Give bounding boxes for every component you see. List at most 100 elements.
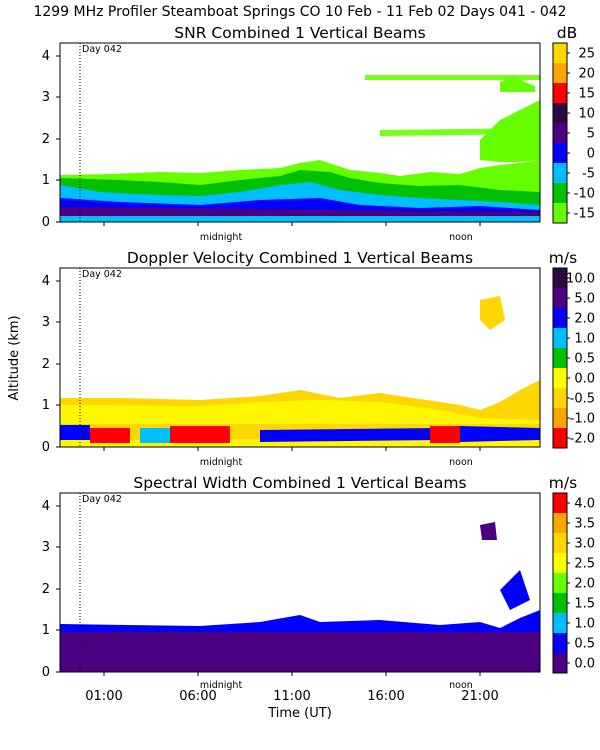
width-ytick-label: 1 (42, 623, 50, 638)
colorbar-tick-label: 0.5 (574, 637, 595, 652)
colorbar-tick-label: 0.0 (574, 657, 595, 672)
snr-axes-frame (59, 42, 541, 223)
xtick-label: 21:00 (461, 689, 498, 704)
colorbar-tick-label: 1.0 (574, 617, 595, 632)
width-day-label: Day 042 (82, 494, 122, 505)
colorbar-swatch (553, 593, 567, 614)
colorbar-tick-label: 5.0 (574, 292, 595, 307)
colorbar-tick-label: -5 (582, 167, 595, 182)
colorbar-tick-label: 1.5 (574, 597, 595, 612)
colorbar-tick-label: 2.0 (574, 312, 595, 327)
xtick-label: 06:00 (179, 689, 216, 704)
colorbar-swatch (553, 123, 567, 144)
colorbar-swatch (553, 573, 567, 594)
colorbar-tick-label: 1.0 (574, 332, 595, 347)
width-field-purple (60, 632, 540, 672)
doppler-field-blue-west (60, 425, 90, 440)
snr-title: SNR Combined 1 Vertical Beams (174, 24, 425, 42)
colorbar-swatch (553, 288, 567, 309)
colorbar-swatch (553, 348, 567, 369)
doppler-axes-frame (59, 267, 541, 448)
doppler-field-red-east (430, 426, 460, 443)
xtick-label: 11:00 (273, 689, 310, 704)
doppler-data-field (60, 296, 540, 447)
snr-midnight-label: midnight (200, 232, 243, 243)
snr-ytick-label: 3 (42, 90, 50, 105)
colorbar-swatch (553, 613, 567, 634)
colorbar-swatch (553, 533, 567, 554)
snr-field-purple (60, 207, 540, 218)
width-x-ticks (103, 672, 481, 676)
colorbar-tick-label: 10 (578, 107, 595, 122)
colorbar-tick-label: 15 (578, 87, 595, 102)
colorbar-tick-label: -1.0 (570, 412, 595, 427)
width-colorbar: 4.0 3.5 3.0 2.5 2.0 1.5 1.0 0.5 0.0 (552, 492, 595, 674)
doppler-ytick-label: 1 (42, 398, 50, 413)
width-midnight-label: midnight (200, 680, 243, 691)
colorbar-swatch (553, 143, 567, 164)
panel-snr: SNR Combined 1 Vertical Beams dB (42, 24, 595, 243)
doppler-ytick-label: 3 (42, 315, 50, 330)
snr-colorbar-unit: dB (557, 24, 577, 42)
colorbar-swatch (553, 163, 567, 184)
doppler-field-cyan (140, 428, 170, 443)
doppler-field-red-mid (170, 426, 230, 443)
colorbar-swatch (553, 388, 567, 409)
colorbar-swatch (553, 368, 567, 389)
doppler-ytick-label: 0 (42, 440, 50, 455)
snr-ytick-label: 2 (42, 132, 50, 147)
xtick-label: 01:00 (85, 689, 122, 704)
colorbar-tick-label: 2.5 (574, 557, 595, 572)
doppler-day-label: Day 042 (82, 269, 122, 280)
snr-field-layer-3km (365, 75, 540, 80)
snr-colorbar: 25 20 15 10 5 0 -5 -10 -15 (552, 42, 595, 224)
doppler-colorbar: 10.0 5.0 2.0 1.0 0.5 0.0 -0.5 -1.0 -2.0 (552, 267, 595, 449)
width-field-mid-echo (500, 570, 530, 610)
doppler-field-upper-echo (480, 296, 505, 330)
colorbar-swatch (553, 328, 567, 349)
snr-ytick-label: 1 (42, 173, 50, 188)
snr-ytick-label: 0 (42, 215, 50, 230)
y-axis-label: Altitude (km) (7, 315, 22, 400)
colorbar-swatch (553, 43, 567, 64)
colorbar-tick-label: 3.5 (574, 517, 595, 532)
colorbar-tick-label: 2.0 (574, 577, 595, 592)
width-colorbar-unit: m/s (549, 474, 577, 492)
snr-data-field (60, 75, 540, 222)
colorbar-swatch (553, 103, 567, 124)
width-ytick-label: 2 (42, 582, 50, 597)
colorbar-tick-label: 3.0 (574, 537, 595, 552)
colorbar-tick-label: 25 (578, 47, 595, 62)
panel-spectral-width: Spectral Width Combined 1 Vertical Beams… (42, 474, 595, 721)
snr-y-ticks: 4 3 2 1 0 (42, 49, 60, 230)
colorbar-tick-label: 0.0 (574, 372, 595, 387)
colorbar-tick-label: 5 (587, 127, 595, 142)
xtick-label: 16:00 (367, 689, 404, 704)
width-ytick-label: 3 (42, 540, 50, 555)
doppler-title: Doppler Velocity Combined 1 Vertical Bea… (127, 249, 473, 267)
width-noon-label: noon (449, 680, 473, 691)
colorbar-tick-label: -15 (574, 207, 595, 222)
colorbar-swatch (553, 268, 567, 289)
colorbar-swatch (553, 308, 567, 329)
doppler-colorbar-unit: m/s (549, 249, 577, 267)
doppler-field-blue-east (460, 426, 540, 442)
width-title: Spectral Width Combined 1 Vertical Beams (133, 474, 466, 492)
colorbar-tick-label: 20 (578, 67, 595, 82)
doppler-field-red-west (90, 428, 130, 443)
colorbar-tick-label: 10.0 (566, 272, 595, 287)
doppler-midnight-label: midnight (200, 457, 243, 468)
colorbar-swatch (553, 553, 567, 574)
colorbar-swatch (553, 183, 567, 204)
colorbar-tick-label: -0.5 (570, 392, 595, 407)
x-axis-label: Time (UT) (267, 706, 332, 721)
width-data-field (60, 522, 540, 672)
doppler-x-ticks (103, 447, 481, 451)
panel-doppler: Doppler Velocity Combined 1 Vertical Bea… (7, 249, 595, 468)
colorbar-swatch (553, 83, 567, 104)
snr-day-label: Day 042 (82, 44, 122, 55)
figure-title: 1299 MHz Profiler Steamboat Springs CO 1… (33, 4, 566, 20)
snr-field-base (60, 216, 540, 222)
snr-x-ticks (103, 222, 481, 226)
